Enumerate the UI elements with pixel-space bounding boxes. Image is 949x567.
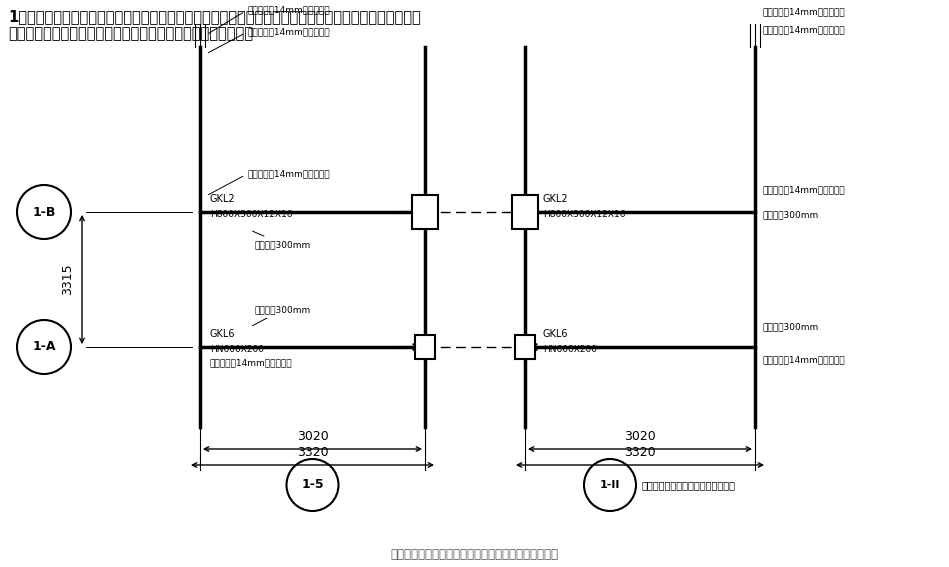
Text: 钢梁锯断300mm: 钢梁锯断300mm (252, 305, 311, 325)
Text: 1、因原有建筑物走廊实际尺寸与原设计图纸尺寸不一致，导致新加部分钢结构梁过长无法安装，需按下图: 1、因原有建筑物走廊实际尺寸与原设计图纸尺寸不一致，导致新加部分钢结构梁过长无法… (8, 10, 420, 24)
Text: 节点大样按原图纸梁梁绞接大样深化: 节点大样按原图纸梁梁绞接大样深化 (642, 480, 736, 490)
Text: 增加节点板14mm厚，单夹板: 增加节点板14mm厚，单夹板 (763, 7, 846, 16)
Text: H800X300X12X16: H800X300X12X16 (543, 210, 625, 219)
Text: H800X300X12X16: H800X300X12X16 (210, 210, 292, 219)
Bar (412, 195, 438, 229)
Text: 增加节点板14mm厚，单夹板: 增加节点板14mm厚，单夹板 (209, 5, 330, 33)
Text: 1-II: 1-II (600, 480, 621, 490)
Bar (515, 335, 535, 359)
Text: 3315: 3315 (62, 264, 75, 295)
Text: GKL2: GKL2 (543, 194, 568, 204)
Text: GKL6: GKL6 (210, 329, 235, 339)
Text: 钢梁锯断300mm: 钢梁锯断300mm (763, 210, 819, 219)
Text: 增加节点板14mm厚，单夹板: 增加节点板14mm厚，单夹板 (763, 355, 846, 364)
Text: HN600X200: HN600X200 (543, 345, 597, 354)
Text: 1-5: 1-5 (301, 479, 324, 492)
Text: 增加节点板14mm厚，单夹板: 增加节点板14mm厚，单夹板 (209, 27, 330, 53)
Text: 钢梁锯断300mm: 钢梁锯断300mm (252, 231, 311, 249)
Text: 增加节点板14mm厚，单夹板: 增加节点板14mm厚，单夹板 (763, 25, 846, 34)
Bar (512, 195, 538, 229)
Text: 3320: 3320 (297, 446, 328, 459)
Text: 增加节点板14mm厚，单夹板: 增加节点板14mm厚，单夹板 (763, 185, 846, 194)
Text: 1-A: 1-A (32, 341, 56, 353)
Text: GKL2: GKL2 (210, 194, 235, 204)
Text: 请问钢结构运回厂切除部分重新加工套用什么定额子目: 请问钢结构运回厂切除部分重新加工套用什么定额子目 (390, 548, 558, 561)
Text: 增加节点板14mm厚，单夹板: 增加节点板14mm厚，单夹板 (210, 358, 292, 367)
Text: 1-B: 1-B (32, 205, 56, 218)
Text: 增加节点板14mm厚，单夹板: 增加节点板14mm厚，单夹板 (209, 169, 330, 194)
Text: GKL6: GKL6 (543, 329, 568, 339)
Text: 3320: 3320 (624, 446, 656, 459)
Text: 钢梁锯断300mm: 钢梁锯断300mm (763, 322, 819, 331)
Text: 3020: 3020 (624, 430, 656, 443)
Bar (415, 335, 435, 359)
Text: 进行调整，并将钢梁运回钢结构工厂重新加工，加工好再安装：: 进行调整，并将钢梁运回钢结构工厂重新加工，加工好再安装： (8, 27, 253, 41)
Text: 3020: 3020 (297, 430, 328, 443)
Text: HN600X200: HN600X200 (210, 345, 264, 354)
